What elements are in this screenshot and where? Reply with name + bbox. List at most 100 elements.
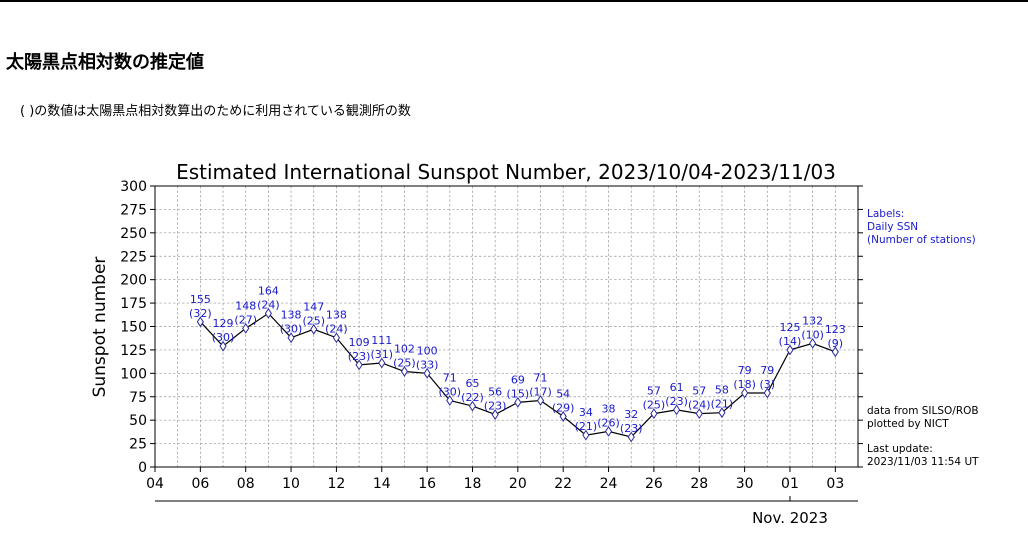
stations-label: (10) (801, 328, 824, 341)
data-point (741, 387, 749, 399)
data-point (786, 344, 794, 356)
axis-ticks: 0 25 50 75 100 125 150 175 200 225 250 275 300 04 06 08… (120, 179, 863, 492)
y-tick-label: 150 (120, 320, 147, 336)
data-point (559, 411, 567, 422)
stations-label: (17) (529, 385, 552, 398)
y-tick-label: 25 (129, 437, 147, 453)
stations-label: (24) (688, 399, 711, 412)
value-label: 147 (303, 300, 324, 313)
data-point (468, 400, 477, 412)
stations-label: (21) (575, 420, 598, 433)
stations-label: (23) (620, 422, 643, 435)
stations-label: (21) (711, 398, 734, 411)
value-label: 138 (326, 309, 347, 322)
stations-label: (30) (212, 331, 235, 344)
value-label: 57 (647, 385, 661, 398)
source-note: data from SILSO/ROB (867, 405, 979, 417)
update-note: Last update: (867, 443, 933, 455)
data-point (763, 387, 771, 399)
data-point (582, 429, 590, 441)
data-point (287, 332, 295, 344)
stations-label: (30) (280, 323, 303, 336)
value-label: 32 (624, 408, 638, 421)
x-tick-label: 08 (237, 476, 255, 492)
stations-label: (33) (416, 358, 439, 371)
x-tick-label: 28 (690, 476, 708, 492)
y-tick-label: 100 (120, 366, 147, 382)
value-label: 125 (779, 321, 800, 334)
value-label: 129 (213, 317, 234, 330)
stations-label: (3) (759, 378, 775, 391)
x-tick-label: 24 (600, 476, 618, 492)
y-tick-label: 0 (138, 460, 147, 476)
value-label: 109 (349, 336, 370, 349)
footnotes: data from SILSO/ROB plotted by NICT Last… (867, 405, 979, 468)
x-tick-label: 18 (464, 476, 482, 492)
page-title: 太陽黒点相対数の推定値 (6, 52, 204, 73)
x-tick-label: 04 (146, 476, 164, 492)
value-label: 100 (417, 344, 438, 357)
stations-label: (25) (302, 314, 325, 327)
y-tick-label: 200 (120, 273, 147, 289)
stations-label: (14) (779, 335, 802, 348)
y-axis-label: Sunspot number (90, 257, 110, 398)
value-label: 79 (760, 364, 774, 377)
data-point (355, 359, 363, 371)
value-label: 71 (534, 371, 548, 384)
x-tick-label: 26 (645, 476, 663, 492)
data-point (536, 395, 545, 406)
x-tick-label: 14 (373, 476, 391, 492)
x-tick-label: 30 (736, 476, 754, 492)
value-label: 123 (825, 323, 846, 336)
stations-label: (30) (439, 385, 462, 398)
value-label: 34 (579, 406, 593, 419)
y-tick-label: 75 (129, 390, 147, 406)
value-label: 58 (715, 384, 729, 397)
y-tick-label: 275 (120, 202, 147, 218)
source-note: plotted by NICT (867, 418, 949, 430)
x-tick-label: 06 (191, 476, 209, 492)
stations-label: (23) (348, 350, 371, 363)
stations-label: (26) (597, 416, 620, 429)
x-tick-label: 10 (282, 476, 300, 492)
data-point (219, 340, 227, 352)
value-label: 138 (281, 309, 302, 322)
value-label: 65 (465, 377, 479, 390)
x-tick-label: 22 (554, 476, 572, 492)
y-tick-label: 175 (120, 296, 147, 312)
x-tick-label: 12 (328, 476, 346, 492)
stations-label: (25) (643, 399, 666, 412)
sunspot-chart: 0 25 50 75 100 125 150 175 200 225 250 275 300 04 06 08… (90, 160, 979, 527)
data-point (196, 316, 204, 328)
x-tick-label: 20 (509, 476, 527, 492)
stations-note: ( )の数値は太陽黒点相対数算出のために利用されている観測所の数 (20, 104, 411, 119)
value-label: 61 (670, 381, 684, 394)
data-point (718, 407, 726, 419)
grid-lines (155, 186, 858, 467)
y-tick-label: 300 (120, 179, 147, 195)
value-label: 102 (394, 342, 415, 355)
y-tick-label: 225 (120, 249, 147, 265)
value-label: 54 (556, 387, 570, 400)
data-point (491, 409, 499, 420)
x-tick-label: 03 (826, 476, 844, 492)
data-point (332, 332, 341, 344)
value-label: 71 (443, 371, 457, 384)
stations-label: (15) (507, 387, 530, 400)
stations-label: (27) (234, 313, 257, 326)
data-point (831, 346, 839, 358)
y-tick-label: 250 (120, 226, 147, 242)
stations-label: (25) (393, 356, 416, 369)
value-label: 148 (235, 299, 256, 312)
value-label: 111 (371, 334, 392, 347)
legend-line: Daily SSN (867, 221, 918, 233)
data-point (378, 357, 386, 369)
y-tick-label: 50 (129, 413, 147, 429)
data-point (446, 395, 454, 406)
data-point (604, 426, 613, 437)
top-rule (0, 0, 1028, 2)
data-marks: 155(32)129(30)148(27)164(24)138(30)147(2… (189, 284, 846, 443)
value-label: 38 (602, 402, 616, 415)
stations-label: (24) (325, 323, 348, 336)
data-point (310, 323, 318, 335)
